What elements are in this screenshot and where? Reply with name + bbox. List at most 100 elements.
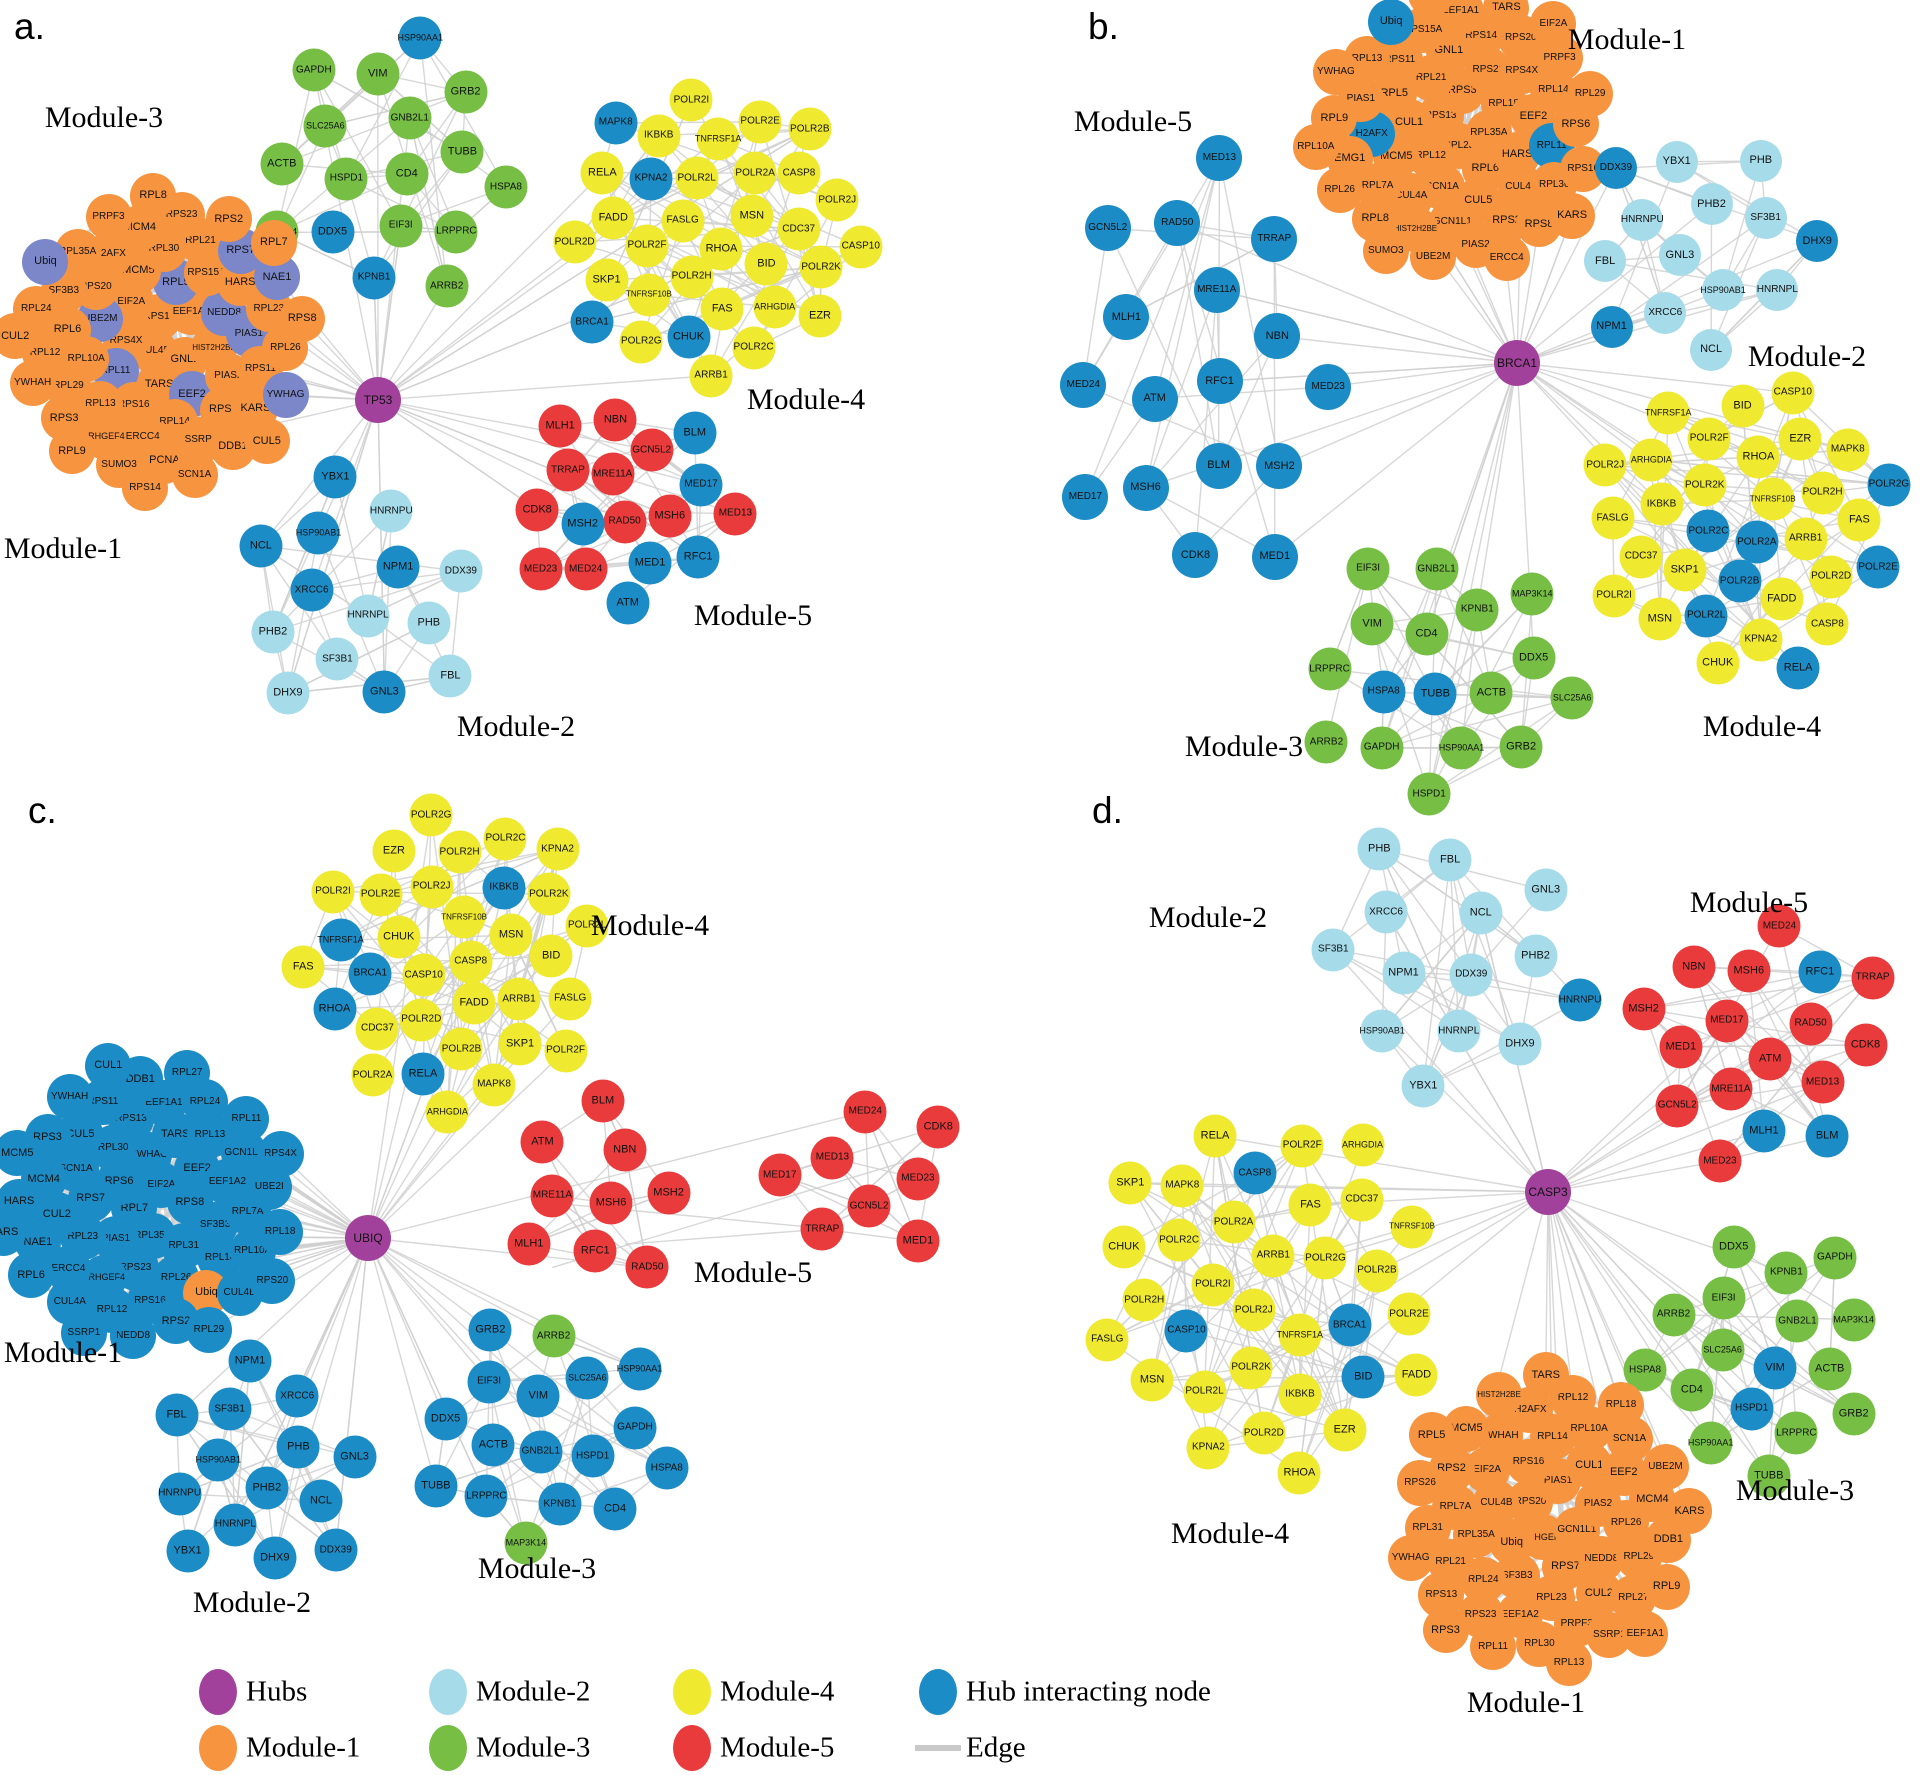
node-label: MCM5 [1,1146,34,1159]
node-label: POLR2C [485,832,526,844]
node-polr2h: POLR2H [1122,1278,1166,1322]
node-label: PCNA [149,454,180,467]
node-faslg: FASLG [1591,496,1635,540]
edge [1216,289,1518,364]
node-label: RPL14 [204,1252,236,1264]
module-label-module-4: Module-4 [746,383,866,416]
node-label: POLR2A [1737,536,1777,548]
node-polr2h: POLR2H [438,830,482,874]
node-label: ARHGDIA [426,1106,468,1117]
node-arrb2: ARRB2 [1652,1293,1696,1337]
node-label: FASLG [1596,512,1629,524]
node-label: HSPD1 [1735,1402,1769,1414]
module-label-module-5: Module-5 [1073,105,1193,138]
node-label: RPL10A [1570,1422,1608,1434]
edge [367,1111,866,1239]
node-grb2: GRB2 [1499,725,1543,769]
edge [650,178,799,230]
node-rpl13: RPL13 [1546,1639,1592,1686]
node-polr2b: POLR2B [1355,1249,1399,1293]
node-arrb2: ARRB2 [1304,720,1348,764]
node-label: MED17 [684,478,718,490]
edge [488,1367,640,1383]
node-label: RPL30 [1538,178,1570,190]
node-cdc37: CDC37 [355,1007,399,1051]
node-chuk: CHUK [667,315,711,359]
node-label: RFC1 [1805,965,1835,978]
node-phb: PHB [1357,827,1401,871]
edge [367,1237,490,1382]
node-label: RPL12 [1415,150,1446,162]
node-label: RHOA [705,242,738,255]
edge [377,375,712,401]
node-cdk8: CDK8 [1172,532,1219,579]
node-label: MSN [739,209,765,222]
node-label: RPS8 [1524,217,1554,230]
node-hnrnpl: HNRNPL [1756,269,1799,312]
node-casp10: CASP10 [839,225,883,269]
edge [1376,1191,1549,1272]
node-hsp90ab1: HSP90AB1 [296,511,341,555]
node-label: DDX5 [1719,1240,1749,1253]
node-label: MCM4 [27,1172,60,1185]
edge [1273,239,1276,557]
node-npm1: NPM1 [228,1339,272,1382]
node-ywhag: YWHAG [1387,1535,1434,1582]
node-label: EIF2A [147,1178,176,1190]
legend-label-module-3: Module-3 [476,1731,591,1764]
node-label: RPS20 [1504,31,1537,43]
node-brca1: BRCA1 [348,952,392,996]
node-label: KPNA2 [1744,633,1778,645]
node-hsp90aa1: HSP90AA1 [617,1347,662,1391]
node-label: POLR2K [1231,1361,1271,1373]
node-label: UBIQ [353,1231,383,1245]
module-label-module-5: Module-5 [1689,886,1809,919]
node-label: RPL8 [139,189,167,202]
node-label: POLR2J [1586,459,1625,471]
node-med13: MED13 [810,1136,854,1180]
node-label: RPS4X [264,1148,297,1160]
node-scn1a: SCN1A [171,452,218,499]
node-label: RPL26 [160,1271,192,1283]
node-label: CD4 [1415,627,1438,640]
node-label: RPL18 [1605,1398,1637,1410]
node-label: GRB2 [475,1323,506,1336]
edge [582,432,696,525]
node-label: CUL1 [94,1059,123,1072]
node-label: BLM [591,1094,615,1107]
node-label: RHOA [1742,450,1775,463]
node-label: SLC25A6 [306,120,345,131]
node-label: TARS [1531,1368,1561,1381]
node-label: PIAS1 [234,328,263,340]
node-label: SF3B3 [48,285,80,297]
node-label: GNB2L1 [1778,1315,1817,1327]
node-label: ATM [531,1135,554,1147]
node-label: TNFRSF1A [317,934,364,945]
node-polr2c: POLR2C [1686,509,1730,553]
node-label: RPL5 [1417,1428,1446,1441]
module-label-module-2: Module-2 [1747,340,1867,373]
edge [1547,1081,1823,1193]
node-polr2c: POLR2C [483,817,527,861]
node-label: RPS23 [165,208,198,220]
node-label: SCN1A [1425,180,1459,192]
edge [658,135,767,265]
node-polr2f: POLR2F [544,1029,588,1073]
node-label: MCM5 [1450,1422,1483,1435]
node-label: POLR2K [1685,479,1725,491]
node-fadd: FADD [1394,1353,1438,1397]
node-label: SKP1 [1116,1176,1145,1189]
node-label: POLR2A [1213,1216,1254,1228]
node-label: NPM1 [1388,966,1419,979]
node-label: PRPF3 [92,211,125,223]
legend-edge-sample [915,1745,961,1751]
node-polr2b: POLR2B [439,1027,483,1071]
node-label: POLR2D [401,1013,442,1025]
node-arhgdia: ARHGDIA [1629,438,1673,482]
node-label: UBE2M [1415,251,1451,262]
edge [1722,160,1762,291]
node-label: Ubiq [195,1286,218,1299]
node-label: PIAS2 [1461,239,1490,251]
node-label: RPL24 [20,302,52,314]
node-rela: RELA [1193,1114,1237,1158]
